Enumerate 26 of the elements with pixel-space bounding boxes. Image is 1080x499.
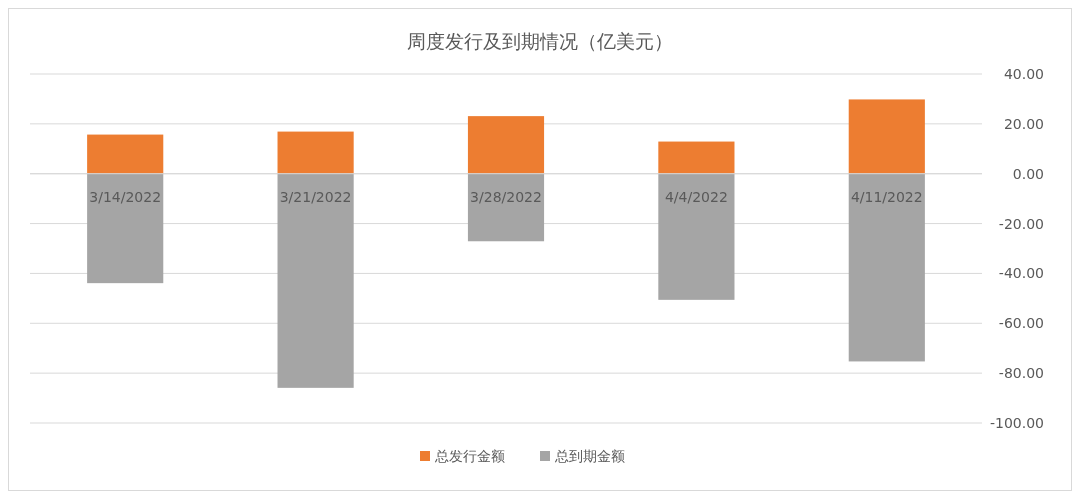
y-tick-label: -40.00: [998, 265, 1044, 282]
x-tick-label: 3/21/2022: [279, 188, 352, 205]
legend-label: 总到期金额: [554, 448, 625, 464]
bar: [277, 131, 354, 174]
y-tick-label: -80.00: [998, 365, 1044, 382]
x-tick-label: 4/11/2022: [850, 188, 923, 205]
bar: [467, 173, 545, 242]
y-tick-label: 20.00: [1003, 115, 1044, 132]
bar: [848, 99, 925, 174]
chart-title: 周度发行及到期情况（亿美元）: [407, 30, 673, 52]
y-tick-label: -60.00: [998, 315, 1044, 332]
y-tick-label: 40.00: [1003, 66, 1044, 82]
x-tick-label: 3/14/2022: [89, 188, 162, 205]
legend-label: 总发行金额: [434, 448, 505, 464]
bar: [87, 134, 164, 174]
bar: [87, 173, 164, 284]
x-tick-label: 4/4/2022: [664, 188, 728, 205]
y-tick-label: -100.00: [989, 415, 1044, 431]
bar: [658, 141, 735, 174]
bar: [467, 116, 545, 174]
y-tick-label: 0.00: [1012, 165, 1044, 182]
bar: [848, 173, 925, 362]
bar: [658, 173, 735, 300]
y-tick-label: -20.00: [998, 215, 1044, 232]
bar: [277, 173, 354, 388]
x-tick-label: 3/28/2022: [470, 188, 542, 205]
